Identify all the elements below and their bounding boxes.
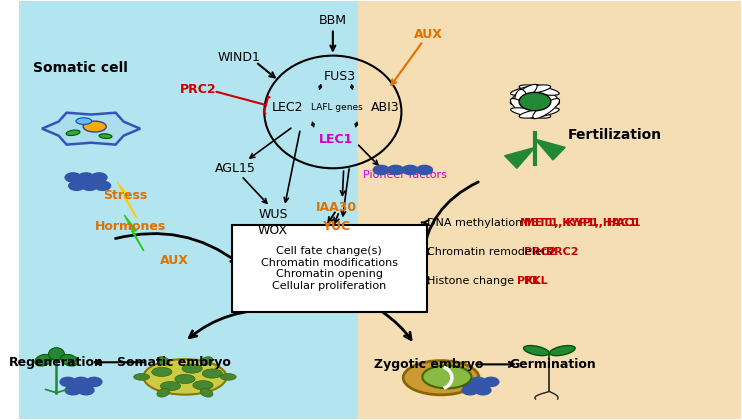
Text: Chromatin remodelers: Chromatin remodelers [427,247,555,257]
Text: WOX: WOX [258,224,288,237]
Ellipse shape [99,134,112,139]
Circle shape [91,173,107,182]
Ellipse shape [157,357,170,365]
Text: Hormones: Hormones [95,220,166,233]
Text: FUS3: FUS3 [324,70,356,83]
Text: DNA methylation: DNA methylation [427,218,525,228]
Circle shape [483,377,499,386]
Ellipse shape [200,388,213,397]
Polygon shape [117,181,137,218]
Text: AGL15: AGL15 [215,162,256,175]
Text: PRC2: PRC2 [180,82,216,95]
Circle shape [86,377,102,386]
Text: PRC2: PRC2 [546,247,578,257]
Circle shape [82,181,98,190]
Text: PRC2: PRC2 [524,247,556,257]
Circle shape [388,165,404,175]
Text: AUX: AUX [160,254,188,267]
Circle shape [373,165,389,175]
Circle shape [69,181,85,190]
Ellipse shape [422,365,471,388]
Text: YUC: YUC [323,220,350,233]
Ellipse shape [200,357,213,365]
FancyBboxPatch shape [232,225,427,312]
Circle shape [65,386,81,395]
Text: Histone change: Histone change [427,276,517,286]
Circle shape [470,377,486,386]
Bar [19,1,358,419]
Text: IAA30: IAA30 [316,202,357,215]
Text: LEC2: LEC2 [272,101,303,114]
Text: Zygotic embryo: Zygotic embryo [374,358,484,371]
Text: WIND1: WIND1 [217,51,260,64]
Ellipse shape [220,373,236,380]
Polygon shape [125,215,144,251]
Circle shape [457,377,473,386]
Ellipse shape [83,121,106,132]
Circle shape [78,173,94,182]
Ellipse shape [157,388,170,397]
Ellipse shape [160,381,180,391]
Text: AUX: AUX [414,28,443,41]
Circle shape [462,386,478,395]
Ellipse shape [519,85,559,95]
Ellipse shape [403,361,479,395]
Ellipse shape [542,89,555,114]
Text: LEC1: LEC1 [319,134,354,147]
Bar [358,1,741,419]
Text: Germination: Germination [510,358,597,371]
Text: PKL: PKL [524,276,548,286]
Ellipse shape [510,99,537,118]
Ellipse shape [193,381,213,390]
Ellipse shape [510,108,551,118]
Polygon shape [535,139,565,160]
Ellipse shape [519,108,559,118]
Ellipse shape [510,85,551,95]
Text: Cell fate change(s)
Chromatin modifications
Chromatin opening
Cellular prolifera: Cell fate change(s) Chromatin modificati… [260,246,398,291]
Ellipse shape [550,346,575,356]
Ellipse shape [134,373,150,380]
Ellipse shape [510,84,537,105]
Circle shape [78,386,94,395]
Text: PKL: PKL [517,276,540,286]
Ellipse shape [76,118,92,124]
Ellipse shape [533,84,559,105]
Ellipse shape [533,99,559,118]
Ellipse shape [66,130,80,136]
Circle shape [65,173,81,182]
Text: BBM: BBM [319,14,347,26]
Ellipse shape [48,348,65,360]
Circle shape [416,165,433,175]
Polygon shape [505,147,535,168]
Circle shape [73,377,89,386]
Ellipse shape [61,354,78,366]
Text: WUS: WUS [258,207,288,220]
Ellipse shape [182,364,203,373]
Text: Fertilization: Fertilization [568,128,662,142]
Ellipse shape [151,368,172,376]
Text: ABI3: ABI3 [371,101,400,114]
Text: LAFL genes: LAFL genes [311,103,362,112]
Circle shape [475,386,491,395]
Text: Somatic embryo: Somatic embryo [117,356,231,369]
Ellipse shape [515,89,528,114]
Circle shape [402,165,418,175]
Circle shape [519,92,551,111]
Circle shape [95,181,111,190]
Ellipse shape [175,374,195,383]
Text: Somatic cell: Somatic cell [33,61,128,75]
Text: MET1, KYP1, HAC1: MET1, KYP1, HAC1 [524,218,640,228]
Circle shape [60,377,76,386]
Polygon shape [42,113,140,144]
Text: Stress: Stress [104,189,148,202]
Text: Regeneration: Regeneration [9,356,104,369]
Text: MET1, KYP1, HAC1: MET1, KYP1, HAC1 [520,218,637,228]
Ellipse shape [203,369,223,378]
Ellipse shape [524,346,549,356]
Text: Pioneer factors: Pioneer factors [363,170,447,179]
Ellipse shape [35,354,52,366]
Ellipse shape [143,359,226,395]
